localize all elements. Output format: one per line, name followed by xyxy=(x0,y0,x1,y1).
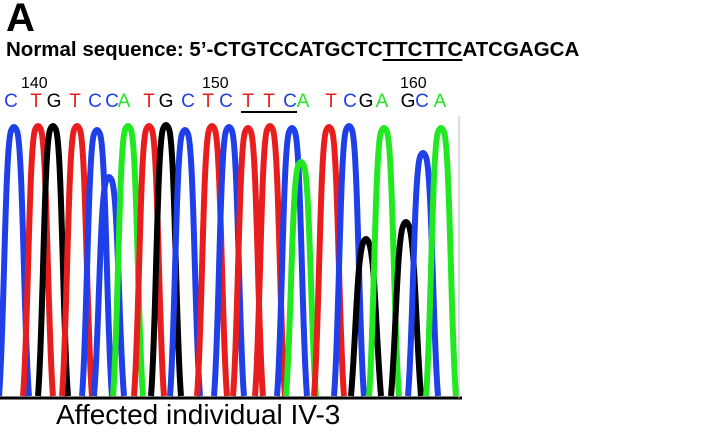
normal-sequence: Normal sequence: 5’-CTGTCCATGCTCTTCTTCAT… xyxy=(6,38,579,62)
base-call: T xyxy=(242,91,254,112)
normal-sequence-after: ATCGAGCA xyxy=(462,38,580,61)
trace-peak xyxy=(20,123,56,397)
trace-peak xyxy=(167,127,203,397)
normal-sequence-underlined: TTCTTC xyxy=(382,38,463,61)
base-call: T xyxy=(202,91,214,112)
base-call: A xyxy=(433,91,447,112)
trace-peak xyxy=(348,236,384,397)
trace-peak xyxy=(388,219,424,397)
base-call: G xyxy=(46,91,62,112)
trace-peak xyxy=(0,124,32,397)
base-call: C xyxy=(88,91,102,112)
figure-caption: Affected individual IV-3 xyxy=(56,399,341,430)
normal-sequence-before: CTGTCCATGCTC xyxy=(213,38,383,61)
base-call: T xyxy=(325,91,337,112)
base-call: T xyxy=(263,91,275,112)
normal-sequence-label: Normal sequence: 5’- xyxy=(6,38,214,61)
base-call: C xyxy=(105,91,119,112)
trace-peak xyxy=(131,123,167,397)
base-call: C xyxy=(4,91,18,112)
base-call: T xyxy=(143,91,155,112)
mutation-underline xyxy=(241,111,297,113)
base-call: G xyxy=(358,91,374,112)
base-call: A xyxy=(117,91,131,112)
trace-peak xyxy=(366,125,402,397)
trace-peak xyxy=(274,125,310,397)
position-label-160: 160 xyxy=(400,75,427,92)
base-call: G xyxy=(400,91,416,112)
base-call: A xyxy=(375,91,389,112)
base-call: G xyxy=(158,91,174,112)
trace-peak xyxy=(35,123,71,397)
base-call: C xyxy=(415,91,429,112)
base-call: T xyxy=(69,91,81,112)
chromatogram-trace xyxy=(0,116,462,400)
trace-peak xyxy=(423,125,459,397)
position-label-150: 150 xyxy=(202,75,229,92)
trace-peak xyxy=(283,159,319,397)
base-call: T xyxy=(30,91,42,112)
position-label-140: 140 xyxy=(21,75,48,92)
panel-letter: A xyxy=(6,0,35,40)
base-call: C xyxy=(283,91,297,112)
base-call: A xyxy=(296,91,310,112)
base-call: C xyxy=(343,91,357,112)
base-call: C xyxy=(181,91,195,112)
trace-peak xyxy=(79,127,115,397)
trace-peak xyxy=(194,123,230,397)
base-call: C xyxy=(219,91,233,112)
